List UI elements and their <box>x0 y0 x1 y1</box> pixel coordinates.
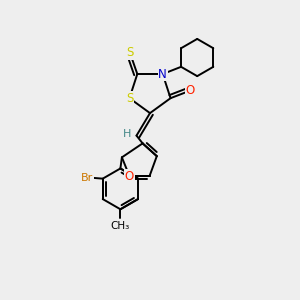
Text: S: S <box>126 46 134 59</box>
Text: Br: Br <box>81 173 93 183</box>
Text: S: S <box>126 92 133 105</box>
Text: N: N <box>158 68 167 80</box>
Text: H: H <box>123 129 132 139</box>
Text: O: O <box>185 84 195 97</box>
Text: O: O <box>125 169 134 182</box>
Text: CH₃: CH₃ <box>111 221 130 231</box>
